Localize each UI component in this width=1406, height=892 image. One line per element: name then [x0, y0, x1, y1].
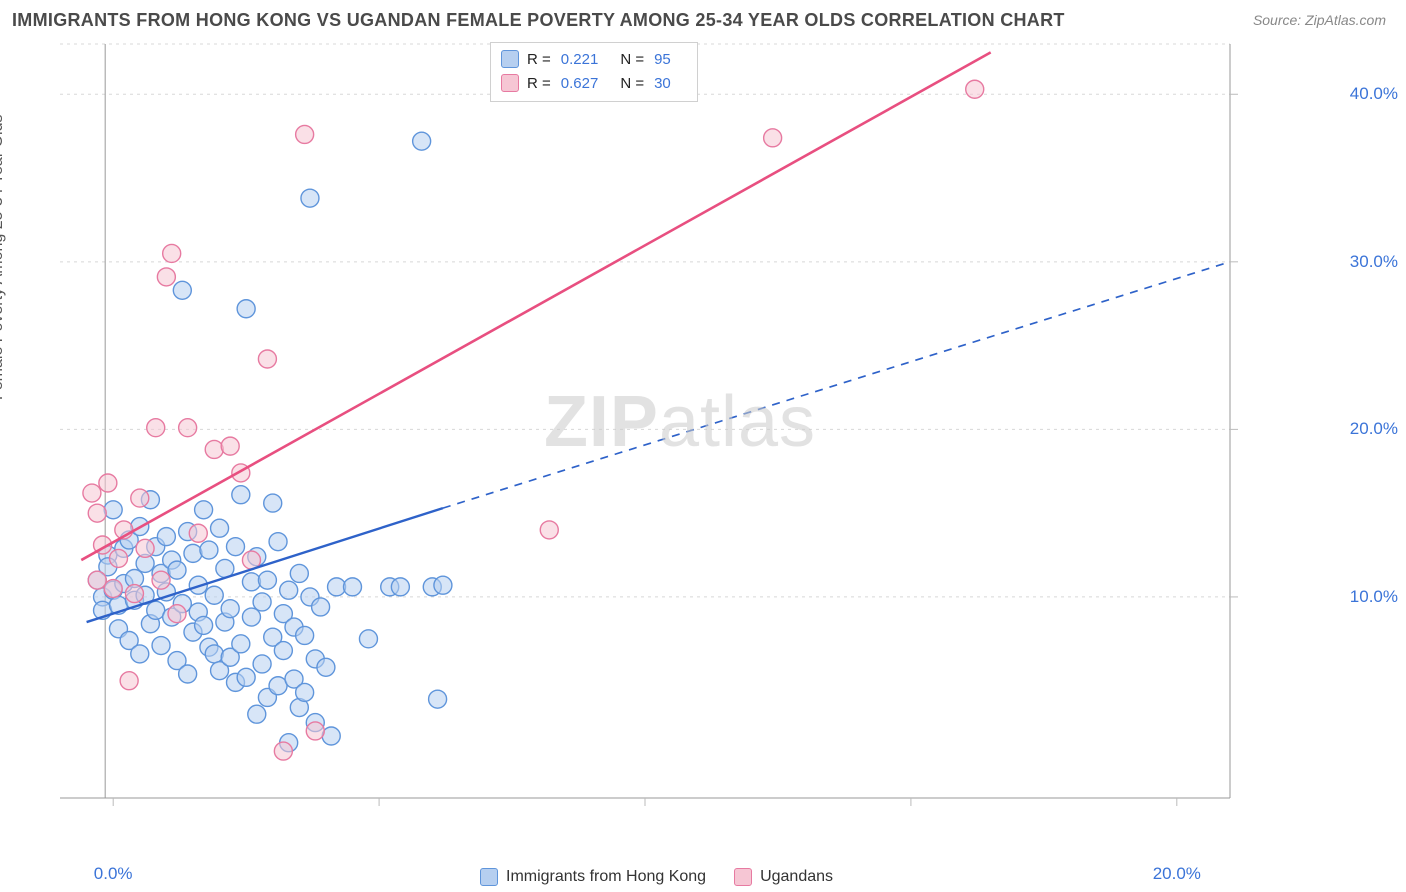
- scatter-plot: ZIPatlas: [50, 38, 1310, 838]
- r-label: R =: [527, 51, 551, 68]
- source-attribution: Source: ZipAtlas.com: [1253, 12, 1386, 28]
- y-tick-label: 20.0%: [1350, 419, 1398, 439]
- x-tick-label: 20.0%: [1153, 864, 1201, 884]
- legend-label-ugandan: Ugandans: [760, 868, 833, 886]
- r-value-hongkong: 0.221: [561, 51, 599, 68]
- n-value-ugandan: 30: [654, 75, 671, 92]
- legend-item-hongkong: Immigrants from Hong Kong: [480, 868, 706, 886]
- legend-row-ugandan: R = 0.627 N = 30: [501, 71, 685, 95]
- y-axis-label: Female Poverty Among 25-34 Year Olds: [0, 115, 7, 401]
- series-legend: Immigrants from Hong Kong Ugandans: [480, 868, 833, 886]
- swatch-ugandan-icon: [734, 868, 752, 886]
- y-tick-label: 30.0%: [1350, 252, 1398, 272]
- n-label: N =: [620, 75, 644, 92]
- r-value-ugandan: 0.627: [561, 75, 599, 92]
- legend-item-ugandan: Ugandans: [734, 868, 833, 886]
- y-tick-label: 10.0%: [1350, 587, 1398, 607]
- r-label: R =: [527, 75, 551, 92]
- correlation-legend: R = 0.221 N = 95 R = 0.627 N = 30: [490, 42, 698, 102]
- chart-title: IMMIGRANTS FROM HONG KONG VS UGANDAN FEM…: [12, 10, 1065, 31]
- chart-svg: [50, 38, 1310, 838]
- n-value-hongkong: 95: [654, 51, 671, 68]
- x-tick-label: 0.0%: [94, 864, 133, 884]
- n-label: N =: [620, 51, 644, 68]
- legend-label-hongkong: Immigrants from Hong Kong: [506, 868, 706, 886]
- swatch-ugandan: [501, 74, 519, 92]
- swatch-hongkong: [501, 50, 519, 68]
- y-tick-label: 40.0%: [1350, 84, 1398, 104]
- legend-row-hongkong: R = 0.221 N = 95: [501, 47, 685, 71]
- swatch-hongkong-icon: [480, 868, 498, 886]
